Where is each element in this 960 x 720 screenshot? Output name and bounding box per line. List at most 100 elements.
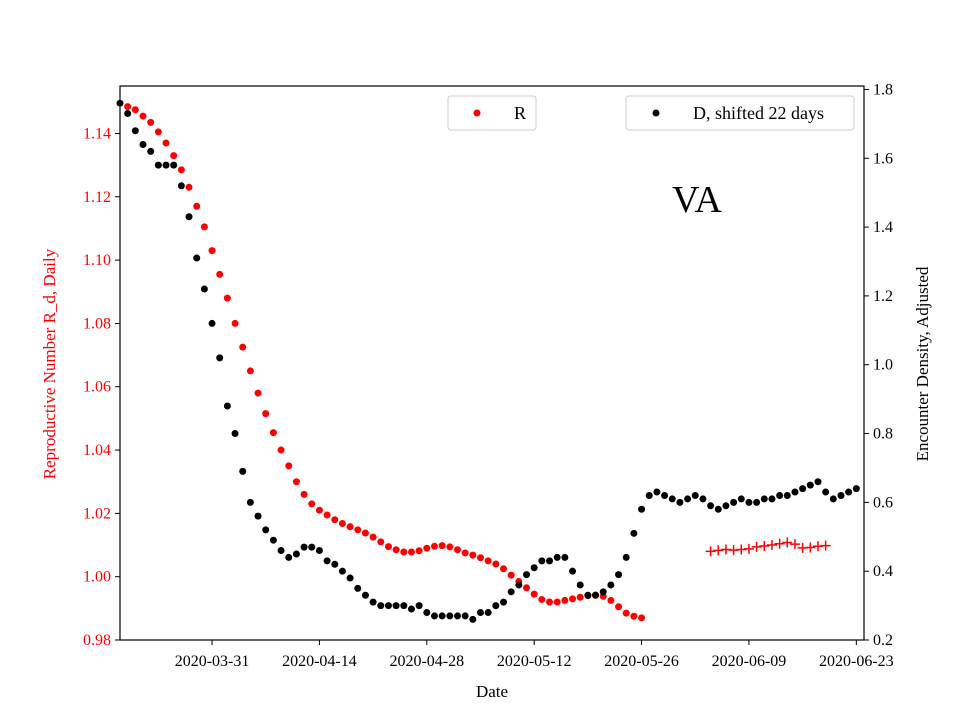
data-point	[277, 547, 285, 555]
data-point	[469, 551, 477, 559]
x-tick-label: 2020-05-26	[604, 653, 679, 670]
legend-d-marker	[652, 109, 660, 117]
data-point	[400, 548, 408, 556]
data-point	[438, 542, 446, 550]
data-point-plus	[705, 546, 716, 557]
legend-r-marker	[473, 109, 481, 117]
data-point	[691, 491, 699, 499]
x-tick-label: 2020-04-28	[389, 653, 464, 670]
right-axis-label: Encounter Density, Adjusted	[913, 266, 932, 461]
data-point	[822, 488, 830, 496]
data-point	[492, 602, 500, 610]
data-point-plus	[713, 545, 724, 556]
data-point	[277, 446, 285, 454]
data-point	[607, 581, 615, 589]
legend-d: D, shifted 22 days	[625, 95, 855, 131]
data-point	[760, 495, 768, 503]
legend-r-box	[447, 95, 537, 131]
data-point	[246, 367, 254, 375]
data-point	[737, 495, 745, 503]
data-point	[208, 319, 216, 327]
data-point	[216, 270, 224, 278]
data-point	[453, 546, 461, 554]
data-point	[553, 598, 561, 606]
data-point	[208, 247, 216, 255]
data-point	[569, 595, 577, 603]
data-point	[423, 608, 431, 616]
data-point	[645, 491, 653, 499]
x-axis-label: Date	[476, 682, 508, 701]
data-point	[461, 612, 469, 620]
data-point	[346, 574, 354, 582]
data-point	[492, 560, 500, 568]
data-point	[837, 491, 845, 499]
data-point	[292, 550, 300, 558]
series-1	[705, 537, 831, 557]
plot-frame	[119, 85, 865, 641]
right-y-tick-label: 0.4	[873, 563, 893, 580]
data-point	[154, 161, 162, 169]
data-point	[162, 161, 170, 169]
data-point	[292, 478, 300, 486]
data-point	[538, 595, 546, 603]
data-point	[361, 591, 369, 599]
x-tick-label: 2020-04-14	[282, 653, 357, 670]
data-point	[592, 591, 600, 599]
data-point	[546, 598, 554, 606]
data-point-plus	[805, 542, 816, 553]
data-point	[300, 490, 308, 498]
data-point	[131, 106, 139, 114]
left-y-tick-label: 0.98	[83, 632, 111, 649]
data-point	[323, 511, 331, 519]
data-point	[262, 410, 270, 418]
data-point	[538, 557, 546, 565]
data-point	[476, 608, 484, 616]
data-point	[246, 498, 254, 506]
data-point	[269, 429, 277, 437]
data-point	[331, 560, 339, 568]
data-point	[193, 202, 201, 210]
right-y-tick-label: 0.8	[873, 426, 893, 443]
data-point	[177, 182, 185, 190]
left-y-tick-label: 1.08	[83, 315, 111, 332]
data-point	[430, 542, 438, 550]
right-y-tick-label: 1.0	[873, 357, 893, 374]
data-point	[668, 495, 676, 503]
data-point	[500, 598, 508, 606]
data-point	[131, 127, 139, 135]
data-point	[615, 603, 623, 611]
legend-r-label: R	[514, 103, 526, 123]
data-point	[384, 602, 392, 610]
data-point	[231, 319, 239, 327]
data-point	[814, 478, 822, 486]
axis-layer: 2020-03-31 2020-04-14 2020-04-28 2020-05-12…	[83, 81, 894, 670]
data-point	[147, 118, 155, 126]
data-point-plus	[789, 539, 800, 550]
data-point	[638, 505, 646, 513]
data-point	[561, 553, 569, 561]
data-point	[806, 481, 814, 489]
data-point	[315, 547, 323, 555]
data-point	[638, 614, 646, 622]
data-point	[392, 546, 400, 554]
data-point	[285, 553, 293, 561]
data-point	[852, 485, 860, 493]
data-point	[323, 557, 331, 565]
right-y-tick-label: 1.8	[873, 81, 893, 98]
data-point	[177, 166, 185, 174]
data-point	[223, 402, 231, 410]
x-tick-label: 2020-06-09	[712, 653, 787, 670]
data-point	[239, 343, 247, 351]
data-point	[615, 571, 623, 579]
data-point	[162, 139, 170, 147]
data-point	[315, 506, 323, 514]
data-point	[607, 596, 615, 604]
data-point	[546, 557, 554, 565]
right-y-tick-label: 1.4	[873, 219, 893, 236]
data-point	[799, 485, 807, 493]
data-point	[530, 590, 538, 598]
data-point	[599, 588, 607, 596]
data-point	[722, 502, 730, 510]
data-point	[139, 112, 147, 120]
